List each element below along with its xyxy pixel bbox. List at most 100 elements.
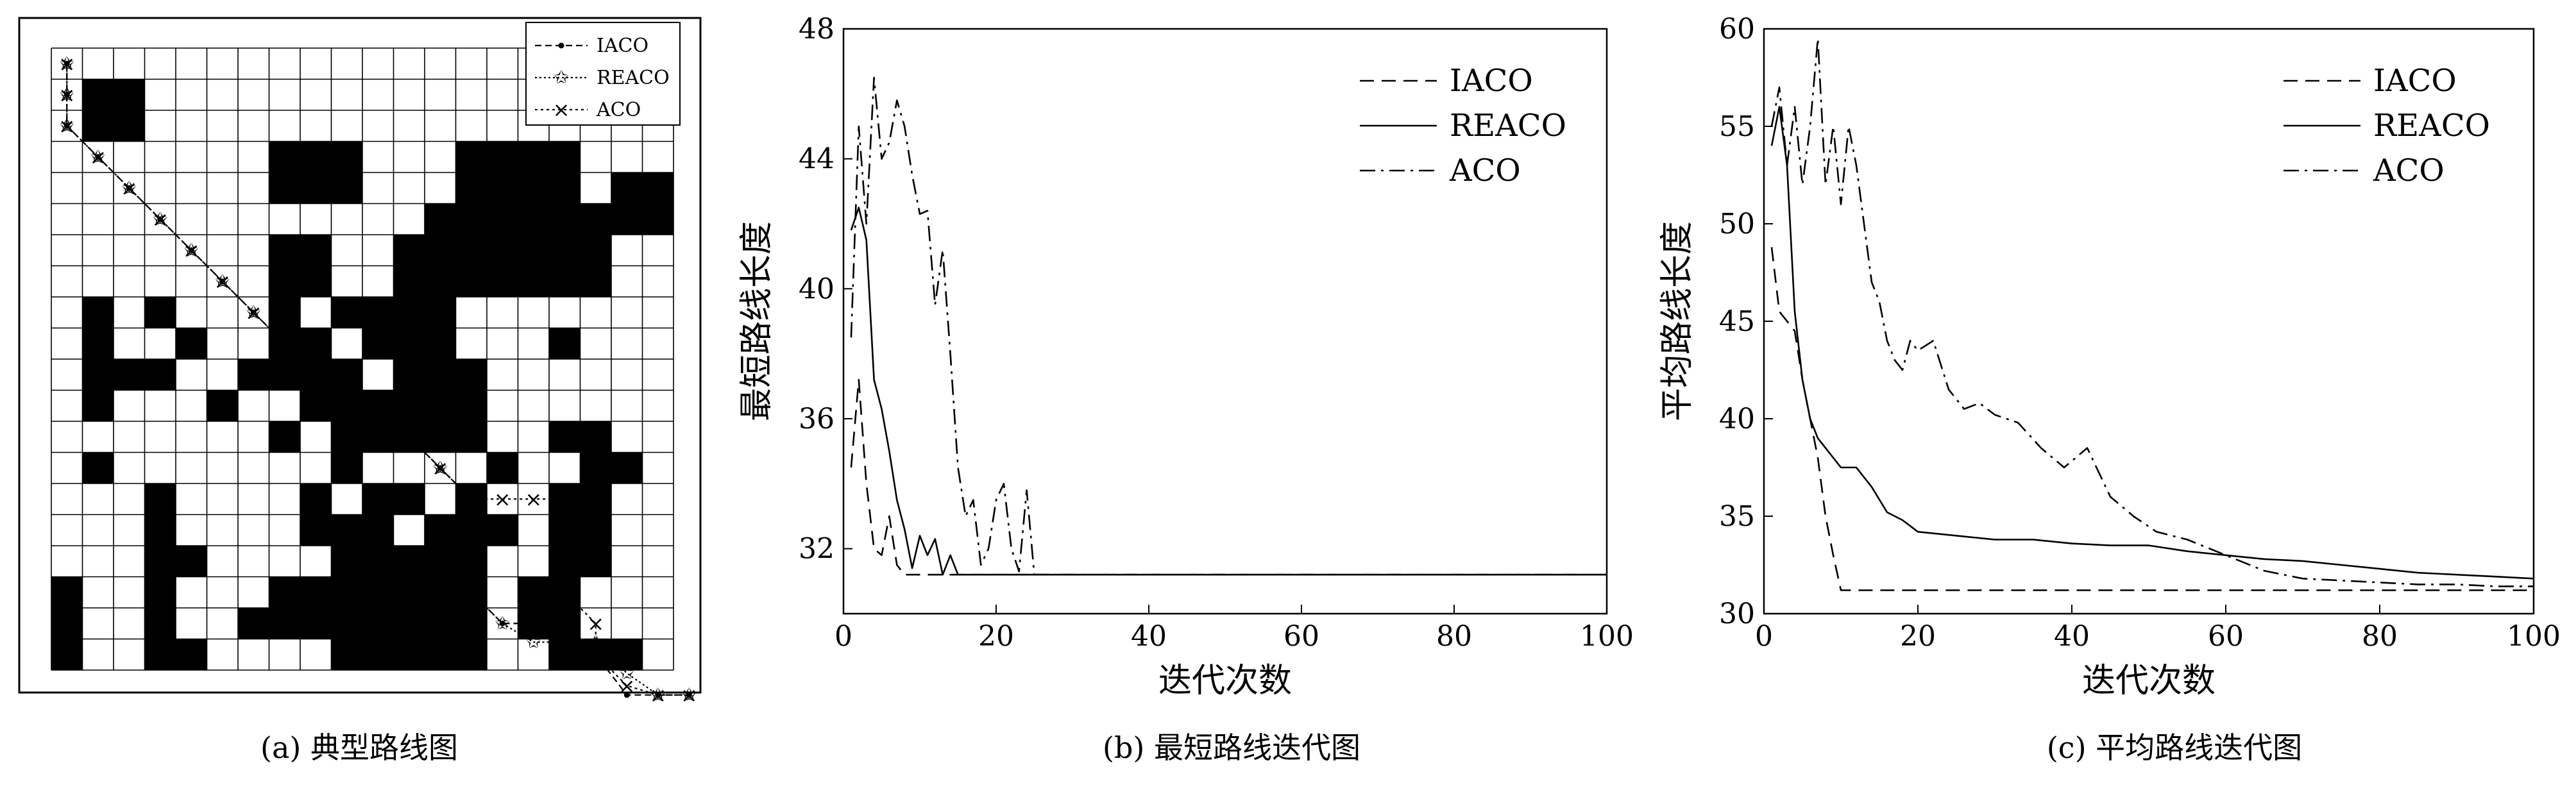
obstacle-cell — [300, 390, 332, 421]
reaco-path-marker: ✩ — [620, 662, 634, 684]
obstacle-cell — [425, 421, 456, 453]
obstacle-cell — [549, 172, 580, 204]
y-axis-label: 最短路线长度 — [738, 221, 776, 421]
obstacle-cell — [455, 172, 487, 204]
obstacle-cell — [518, 203, 549, 235]
obstacle-cell — [300, 359, 332, 391]
obstacle-cell — [269, 576, 300, 608]
iaco-path-marker — [561, 620, 568, 626]
obstacle-cell — [580, 235, 611, 266]
obstacle-cell — [300, 608, 332, 639]
x-tick-label: 60 — [1284, 620, 1319, 653]
obstacle-cell — [455, 141, 487, 172]
obstacle-cell — [300, 172, 332, 204]
y-tick-label: 35 — [1719, 500, 1755, 533]
obstacle-cell — [331, 576, 362, 608]
obstacle-cell — [518, 141, 549, 172]
obstacle-cell — [518, 235, 549, 266]
obstacle-cell — [144, 359, 176, 391]
reaco-path-marker: ✩ — [526, 631, 541, 652]
legend-label: IACO — [1450, 63, 1533, 99]
series-aco-line — [1770, 37, 2534, 587]
x-tick-label: 80 — [1436, 620, 1472, 653]
obstacle-cell — [269, 172, 300, 204]
obstacle-cell — [300, 141, 332, 172]
obstacle-cell — [331, 172, 362, 204]
x-axis-label: 迭代次数 — [1158, 662, 1292, 700]
obstacle-cell — [455, 203, 487, 235]
obstacle-cell — [82, 297, 114, 328]
iaco-path — [66, 63, 690, 696]
panel-b-shortest-chart: 0 20 40 60 80 100 32 36 40 44 48 迭代次数 最短路线长度 IACO REAC… — [718, 0, 1636, 787]
iaco-path-marker — [468, 589, 475, 596]
obstacle-cell — [487, 452, 518, 483]
obstacle-cell — [82, 452, 114, 483]
obstacle-cell — [331, 514, 362, 546]
iaco-path-marker — [686, 692, 692, 698]
obstacle-cell — [549, 639, 580, 670]
obstacle-cell — [549, 203, 580, 235]
iaco-path-marker — [623, 692, 630, 698]
series-aco-line — [850, 76, 1607, 576]
iaco-path-marker — [188, 247, 194, 253]
reaco-path-marker: ✩ — [557, 631, 572, 652]
series-iaco-line — [850, 378, 1607, 576]
obstacle-cell — [331, 421, 362, 453]
panel-c-average-chart: 0 20 40 60 80 100 30 35 40 45 50 55 60 迭代次数 平均路线长度 IACO… — [1636, 0, 2576, 787]
series-iaco-line — [1770, 247, 2534, 591]
iaco-path-marker — [219, 278, 226, 285]
obstacle-cell — [393, 235, 425, 266]
obstacle-cell — [82, 359, 114, 391]
obstacle-cell — [144, 483, 176, 515]
obstacle-cell — [82, 390, 114, 421]
obstacle-cell — [362, 546, 394, 577]
y-tick-label: 48 — [799, 13, 835, 46]
obstacle-cell — [611, 639, 643, 670]
obstacle-cell — [362, 483, 394, 515]
obstacle-cell — [580, 514, 611, 546]
iaco-path-marker — [406, 433, 412, 440]
obstacle-cell — [82, 110, 114, 142]
legend-label: REACO — [597, 67, 670, 89]
obstacle-cell — [518, 576, 549, 608]
iaco-path-marker — [593, 651, 599, 658]
x-tick-label: 60 — [2208, 620, 2244, 653]
obstacle-cell — [487, 172, 518, 204]
legend-label: ACO — [596, 99, 641, 121]
iaco-path-marker — [468, 558, 475, 564]
iaco-path-marker — [282, 340, 288, 347]
shortest-route-chart: 0 20 40 60 80 100 32 36 40 44 48 迭代次数 最短路线长度 IACO REAC… — [738, 13, 1634, 700]
obstacle-cell — [393, 608, 425, 639]
obstacle-cell — [549, 141, 580, 172]
reaco-path-marker: ✩ — [588, 631, 603, 652]
obstacle-cell — [269, 421, 300, 453]
obstacle-cell — [455, 235, 487, 266]
obstacle-cell — [518, 265, 549, 297]
y-tick-label: 45 — [1719, 305, 1755, 338]
aco-path-marker: × — [556, 518, 573, 542]
obstacle-cell — [269, 608, 300, 639]
obstacle-cell — [362, 514, 394, 546]
obstacle-cell — [642, 203, 674, 235]
obstacle-cell — [393, 639, 425, 670]
obstacle-cell — [487, 141, 518, 172]
y-tick-label: 40 — [799, 273, 835, 305]
obstacle-cell — [425, 390, 456, 421]
obstacle-cell — [425, 514, 456, 546]
obstacle-cell — [82, 328, 114, 359]
obstacle-cell — [487, 203, 518, 235]
obstacle-cell — [580, 421, 611, 453]
obstacle-cell — [425, 639, 456, 670]
y-tick-label: 36 — [799, 403, 835, 435]
aco-path-marker: × — [525, 487, 542, 511]
obstacle-cell — [425, 265, 456, 297]
obstacle-cell — [425, 546, 456, 577]
x-tick-label: 0 — [1755, 620, 1773, 653]
aco-path-marker: × — [556, 549, 573, 573]
obstacle-cell — [238, 359, 269, 391]
obstacle-cell — [425, 359, 456, 391]
iaco-path-marker — [64, 60, 70, 67]
x-tick-label: 80 — [2362, 620, 2398, 653]
obstacle-cell — [487, 235, 518, 266]
obstacle-cell — [549, 483, 580, 515]
